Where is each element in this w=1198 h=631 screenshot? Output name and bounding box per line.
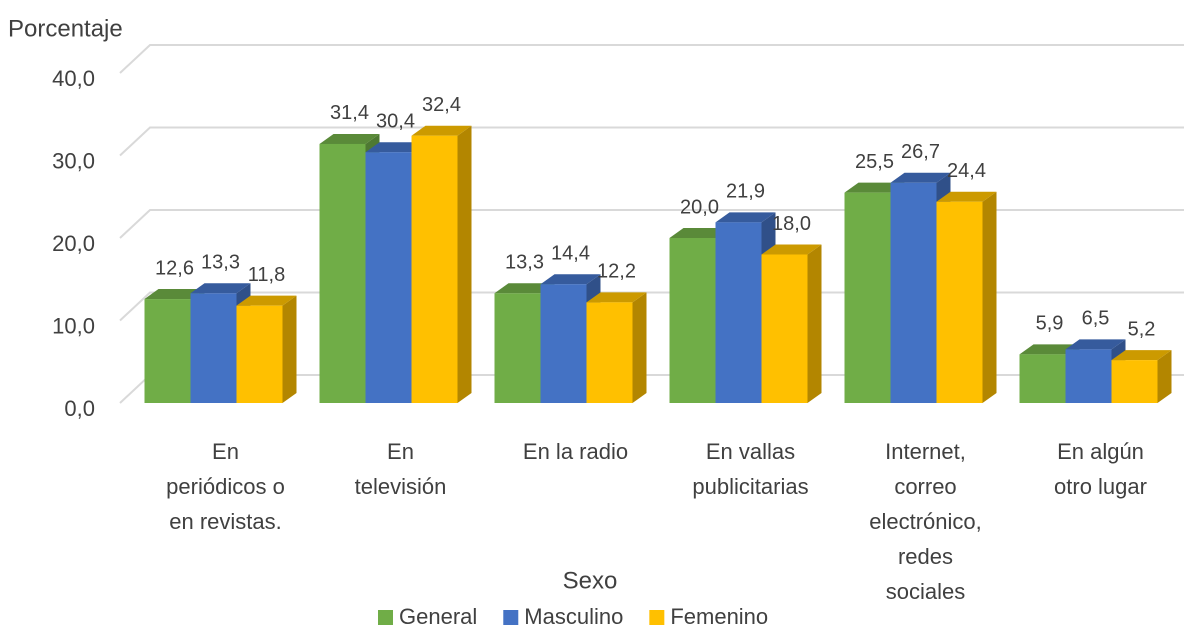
bar: [890, 182, 937, 403]
bar-side: [982, 191, 997, 403]
legend-label: Femenino: [670, 604, 768, 629]
y-tick-label: 40,0: [52, 66, 95, 91]
bar-side: [282, 295, 297, 403]
data-label: 26,7: [901, 141, 940, 163]
x-tick-label: En televisión: [354, 439, 447, 499]
data-label: 5,9: [1036, 313, 1064, 335]
bar: [411, 135, 458, 403]
bar: [1111, 360, 1158, 403]
axis-title: Porcentaje: [8, 15, 123, 42]
bar-top: [411, 125, 472, 136]
bar-top: [540, 274, 601, 285]
bar-top: [144, 289, 205, 300]
data-label: 24,4: [947, 160, 986, 182]
legend-swatch: [649, 610, 665, 625]
bar-top: [890, 172, 951, 183]
legend-title: Sexo: [563, 567, 618, 594]
legend-label: General: [399, 604, 477, 629]
bar: [236, 305, 283, 403]
bar-top: [715, 212, 776, 223]
bar-top: [844, 182, 905, 193]
bar: [669, 238, 716, 403]
data-label: 11,8: [248, 264, 285, 286]
bar-top: [190, 283, 251, 294]
bar: [844, 192, 891, 403]
data-label: 5,2: [1128, 318, 1156, 340]
y-tick-label: 20,0: [52, 231, 95, 256]
data-label: 30,4: [376, 110, 415, 132]
bar-top: [669, 228, 730, 238]
data-label: 13,3: [505, 252, 544, 274]
bar: [190, 293, 237, 403]
bar: [319, 143, 366, 403]
bar-top: [1065, 339, 1126, 350]
data-label: 20,0: [680, 196, 719, 218]
data-label: 12,6: [155, 257, 194, 279]
bar-top: [761, 244, 822, 255]
legend-swatch: [503, 610, 519, 625]
data-label: 14,4: [551, 242, 590, 264]
x-tick-label: En vallas publicitarias: [692, 439, 809, 499]
data-label: 31,4: [330, 102, 369, 124]
bar-top: [236, 295, 297, 306]
bar-side: [807, 244, 822, 403]
bar-top: [365, 142, 426, 153]
legend-label: Masculino: [524, 604, 623, 629]
data-label: 12,2: [597, 261, 636, 283]
x-tick-label: Internet, correo electrónico, redes soci…: [869, 439, 982, 604]
data-label: 21,9: [726, 181, 765, 203]
bar-side: [457, 125, 472, 403]
bar-side: [1157, 350, 1172, 403]
grid-line: [119, 44, 1184, 74]
bar-top: [494, 283, 555, 294]
data-label: 6,5: [1082, 308, 1110, 330]
legend-swatch: [378, 610, 393, 625]
bar-top: [1111, 350, 1172, 361]
bar: [936, 201, 983, 403]
y-tick-label: 10,0: [52, 313, 95, 338]
x-tick-label: En la radio: [522, 439, 629, 464]
bar: [761, 254, 808, 403]
bar: [144, 299, 191, 403]
bar-top: [1019, 344, 1080, 355]
x-tick-label: En algún otro lugar: [1054, 439, 1147, 499]
data-label: 13,3: [201, 252, 240, 274]
bar: [494, 293, 541, 403]
bar: [715, 222, 762, 403]
data-label: 18,0: [772, 213, 811, 235]
bar: [365, 152, 412, 403]
bar: [540, 284, 587, 403]
bar-top: [586, 292, 647, 303]
bar: [586, 302, 633, 403]
bar: [1065, 349, 1112, 403]
bar-top: [936, 191, 997, 202]
x-tick-label: En periódicos o en revistas.: [166, 439, 285, 534]
bar: [1019, 354, 1066, 403]
y-tick-label: 30,0: [52, 148, 95, 173]
bar-side: [632, 292, 647, 403]
data-label: 25,5: [855, 151, 894, 173]
grid-line: [119, 126, 1184, 157]
data-label: 32,4: [422, 94, 461, 116]
grid-line: [119, 209, 1184, 239]
grid-line: [119, 291, 1184, 322]
bar-top: [319, 133, 380, 144]
y-tick-label: 0,0: [64, 396, 95, 421]
